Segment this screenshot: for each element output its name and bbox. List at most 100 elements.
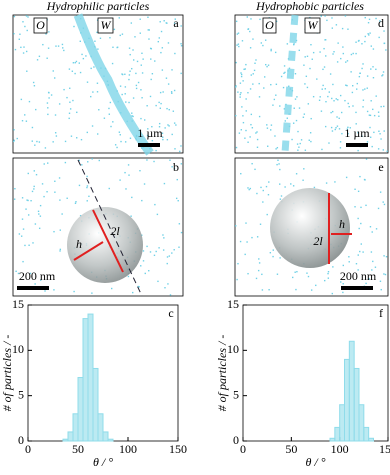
dot <box>348 105 350 108</box>
dot <box>96 133 99 135</box>
dot <box>69 87 71 89</box>
dot <box>360 243 362 245</box>
dot <box>118 17 120 19</box>
dot <box>331 110 334 113</box>
dot <box>124 93 126 95</box>
dot <box>180 43 182 45</box>
dot <box>79 214 82 217</box>
dot <box>347 126 349 129</box>
dot <box>361 43 363 45</box>
dot <box>163 20 165 22</box>
dot <box>57 45 60 47</box>
dot <box>243 68 245 71</box>
dot <box>39 215 42 217</box>
dot <box>279 257 281 259</box>
dot <box>367 33 369 35</box>
dot <box>154 203 156 206</box>
dot <box>66 96 68 99</box>
dot <box>306 86 309 89</box>
dot <box>158 37 160 39</box>
dot <box>300 139 303 141</box>
dot <box>266 213 268 216</box>
dot <box>177 200 179 202</box>
dot <box>345 84 347 86</box>
dot <box>279 198 282 200</box>
dot <box>270 129 272 131</box>
dot <box>258 96 261 98</box>
dot <box>167 124 169 126</box>
oil-box <box>262 17 277 34</box>
dot <box>345 176 348 179</box>
dot <box>22 21 24 23</box>
dot <box>86 81 89 83</box>
x-tick-label: 0 <box>240 442 246 456</box>
bar <box>329 437 336 442</box>
dot <box>249 136 251 138</box>
dot <box>43 195 45 198</box>
dot <box>307 103 310 105</box>
dot <box>352 105 354 107</box>
dot <box>90 67 92 70</box>
dot <box>375 17 377 20</box>
dot <box>286 117 288 119</box>
dot <box>31 126 34 129</box>
dot <box>108 187 110 190</box>
dot <box>237 43 240 45</box>
dot <box>274 51 277 54</box>
y-tick-label: 0 <box>233 433 239 447</box>
dot <box>109 101 112 104</box>
dot <box>140 89 142 91</box>
dot <box>81 53 83 56</box>
dot <box>238 132 241 134</box>
dot <box>21 120 24 122</box>
x-axis-label: θ / ° <box>93 455 113 469</box>
y-tick-label: 0 <box>18 433 24 447</box>
dot <box>35 173 38 176</box>
dot <box>78 159 80 162</box>
dot <box>54 132 57 134</box>
panel-letter: d <box>378 16 384 30</box>
dot <box>91 292 93 294</box>
dot <box>327 272 329 275</box>
dot <box>357 132 359 134</box>
diameter-label: 2l <box>313 234 323 248</box>
dot <box>132 49 134 51</box>
particle-sphere <box>67 207 143 283</box>
dot <box>24 25 26 28</box>
dot <box>131 115 133 117</box>
dot <box>272 255 274 258</box>
dot <box>180 45 183 47</box>
dot <box>124 86 127 88</box>
dot <box>63 88 65 91</box>
dot <box>86 185 89 187</box>
dot <box>163 237 165 239</box>
dot <box>338 128 341 130</box>
dot <box>284 71 286 74</box>
dot <box>148 269 150 272</box>
dot <box>297 130 299 133</box>
water-box <box>97 17 114 34</box>
dot <box>153 254 156 257</box>
dot <box>142 260 145 262</box>
dot <box>380 288 382 291</box>
dot <box>34 283 36 285</box>
dot <box>30 200 32 202</box>
dot <box>326 19 328 22</box>
bar <box>72 413 79 442</box>
dot <box>59 229 61 231</box>
dot <box>168 108 170 111</box>
panel-letter: b <box>173 160 179 174</box>
dot <box>298 146 300 148</box>
dot <box>331 130 334 132</box>
dot <box>362 89 364 91</box>
dot <box>331 292 334 295</box>
dot <box>119 134 121 136</box>
dot <box>331 97 333 100</box>
dot <box>162 91 164 93</box>
dot <box>366 141 369 143</box>
dot <box>119 85 122 87</box>
dot <box>33 188 35 190</box>
dot <box>379 280 382 282</box>
dot <box>342 46 344 48</box>
dot <box>240 75 243 78</box>
